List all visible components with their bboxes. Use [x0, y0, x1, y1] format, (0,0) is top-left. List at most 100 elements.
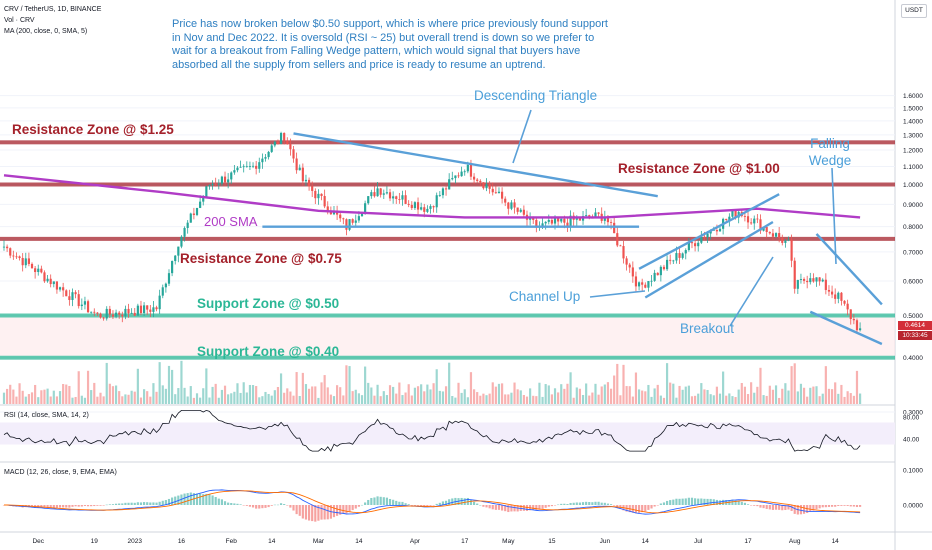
- volume-bar: [572, 397, 575, 404]
- candle-body: [77, 294, 80, 307]
- candle-body: [339, 214, 342, 219]
- volume-bar: [859, 393, 862, 404]
- macd-histogram-bar: [600, 502, 603, 505]
- macd-histogram-bar: [603, 502, 606, 505]
- candle-body: [466, 164, 469, 172]
- macd-histogram-bar: [133, 502, 136, 505]
- volume-bar: [273, 390, 276, 404]
- candle-body: [317, 193, 320, 199]
- candle-body: [307, 179, 311, 187]
- time-tick-label: Jul: [694, 538, 703, 545]
- macd-histogram-bar: [298, 505, 301, 516]
- macd-histogram-bar: [217, 498, 220, 505]
- candle-body: [40, 268, 43, 273]
- macd-histogram-bar: [99, 505, 102, 506]
- volume-bar: [121, 396, 124, 404]
- candle-body: [136, 305, 139, 316]
- candle-body: [199, 201, 202, 208]
- macd-histogram-bar: [227, 502, 230, 505]
- volume-bar: [180, 360, 183, 404]
- macd-histogram-bar: [279, 503, 283, 505]
- channel-lower-line: [644, 220, 774, 299]
- volume-bar: [74, 396, 77, 404]
- volume-bar: [43, 389, 46, 404]
- price-tick-label: 0.7000: [903, 249, 923, 256]
- price-tick-label: 1.2000: [903, 148, 923, 155]
- volume-bar: [603, 384, 606, 404]
- volume-bar: [314, 386, 317, 404]
- macd-histogram-bar: [202, 494, 205, 505]
- volume-bar: [388, 385, 392, 404]
- wedge-lower-line: [809, 310, 883, 346]
- volume-bars: [2, 360, 862, 404]
- volume-bar: [155, 391, 158, 404]
- candle-body: [830, 291, 834, 295]
- candle-body: [220, 176, 224, 184]
- volume-bar: [594, 383, 597, 404]
- sma-200-line: [3, 174, 861, 219]
- trend-lines: [262, 109, 883, 346]
- ma-legend[interactable]: MA (200, close, 0, SMA, 5): [4, 28, 88, 35]
- candle-body: [142, 305, 146, 314]
- candle-body: [236, 167, 239, 171]
- volume-bar: [105, 362, 108, 404]
- volume-bar: [49, 396, 52, 404]
- breakout-label: Breakout: [680, 321, 735, 336]
- candle-body: [553, 218, 557, 224]
- macd-histogram-bar: [575, 502, 578, 505]
- candle-body: [342, 218, 345, 220]
- volume-bar: [469, 372, 473, 404]
- macd-histogram-bar: [491, 505, 494, 510]
- volume-bar: [83, 397, 87, 404]
- volume-bar: [407, 384, 410, 404]
- volume-bar: [270, 395, 273, 404]
- volume-bar: [812, 386, 815, 404]
- volume-bar: [323, 375, 326, 404]
- macd-histogram-bar: [535, 505, 538, 511]
- macd-histogram-bar: [342, 505, 345, 514]
- volume-bar: [722, 371, 725, 404]
- volume-bar: [756, 386, 759, 404]
- price-tick-label: 0.4000: [903, 355, 923, 362]
- volume-bar: [311, 386, 314, 404]
- currency-button[interactable]: USDT: [901, 4, 927, 18]
- candle-body: [336, 211, 339, 215]
- candle-body: [373, 192, 376, 197]
- rsi-legend[interactable]: RSI (14, close, SMA, 14, 2): [4, 412, 89, 419]
- candle-body: [476, 179, 479, 181]
- volume-bar: [438, 390, 441, 404]
- macd-histogram-bar: [420, 505, 423, 506]
- volume-legend[interactable]: Vol · CRV: [4, 17, 35, 24]
- candle-body: [351, 219, 354, 223]
- volume-bar: [283, 392, 286, 404]
- macd-histogram-bar: [320, 505, 323, 520]
- candle-body: [535, 219, 538, 228]
- symbol-legend[interactable]: CRV / TetherUS, 1D, BINANCE: [4, 6, 102, 13]
- candle-body: [15, 256, 18, 258]
- macd-histogram-bar: [681, 498, 684, 505]
- candle-body: [345, 219, 348, 230]
- price-tick-label: 1.0000: [903, 182, 923, 189]
- volume-bar: [444, 386, 448, 404]
- macd-histogram-bar: [130, 502, 133, 505]
- macd-histogram-bar: [709, 498, 712, 505]
- candle-body: [255, 165, 258, 169]
- volume-bar: [476, 392, 479, 404]
- candle-body: [34, 268, 37, 273]
- macd-histogram-bar: [706, 498, 709, 505]
- candle-body: [267, 151, 270, 158]
- candle-body: [86, 301, 90, 313]
- volume-bar: [27, 394, 30, 404]
- volume-bar: [622, 364, 625, 404]
- volume-bar: [345, 365, 348, 404]
- candle-body: [566, 222, 569, 227]
- zone-band: [0, 313, 895, 318]
- volume-bar: [286, 388, 289, 404]
- macd-histogram-bar: [809, 505, 812, 512]
- volume-bar: [127, 394, 130, 404]
- volume-bar: [24, 396, 27, 404]
- macd-legend[interactable]: MACD (12, 26, close, 9, EMA, EMA): [4, 469, 117, 476]
- macd-histogram-bar: [444, 500, 448, 505]
- volume-bar: [230, 393, 233, 404]
